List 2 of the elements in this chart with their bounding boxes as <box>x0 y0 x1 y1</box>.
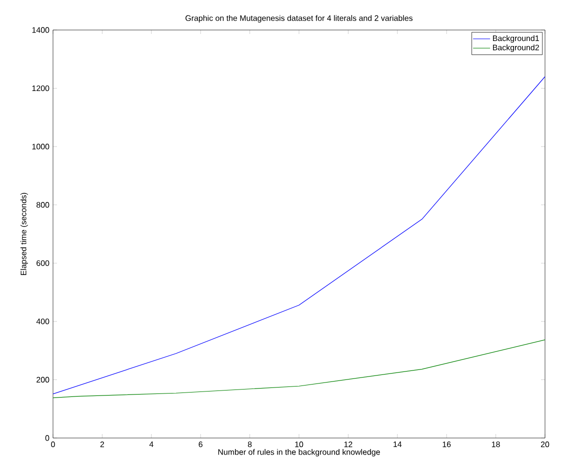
line-series <box>53 76 546 394</box>
line-series <box>53 339 546 398</box>
